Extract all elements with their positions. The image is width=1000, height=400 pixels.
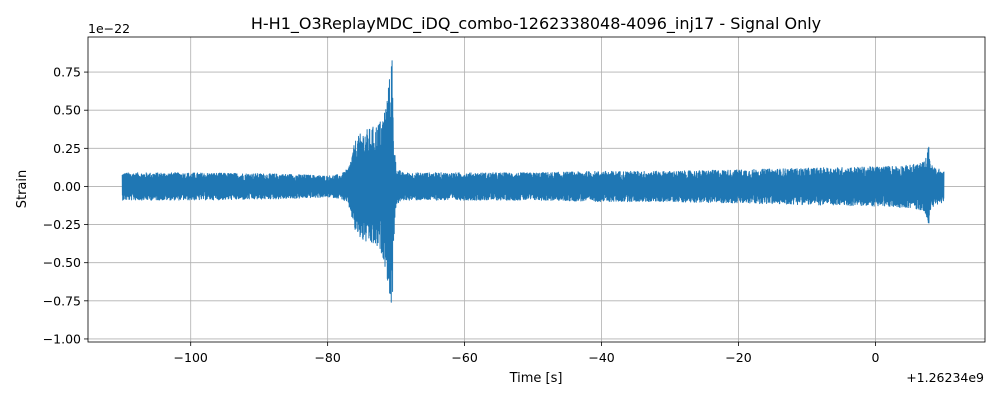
y-tick-label: 0.25 (53, 141, 81, 156)
y-tick-label: 0.75 (53, 65, 81, 80)
y-tick-label: −0.25 (43, 217, 81, 232)
y-tick-label: 0.50 (53, 103, 81, 118)
y-scale-label: 1e−22 (88, 21, 130, 36)
x-offset-label: +1.26234e9 (906, 370, 984, 385)
x-tick-label: −80 (314, 350, 340, 365)
x-tick-label: −100 (174, 350, 208, 365)
y-tick-label: −0.75 (43, 293, 81, 308)
axis-ticks: −100 −80 −60 −40 −20 0 −1.00 −0.75 −0.50 −0.25 0.0… (43, 65, 880, 365)
y-axis-label: Strain (15, 170, 30, 209)
x-axis-label: Time [s] (509, 371, 563, 386)
y-tick-label: −0.50 (43, 255, 81, 270)
x-tick-label: −60 (451, 350, 477, 365)
x-tick-label: −20 (725, 350, 751, 365)
plot-frame (87, 36, 986, 343)
x-tick-label: 0 (871, 350, 879, 365)
x-tick-label: −40 (588, 350, 614, 365)
y-tick-label: −1.00 (43, 331, 81, 346)
strain-series-line (121, 60, 945, 303)
y-tick-label: 0.00 (53, 179, 81, 194)
chart-title: H-H1_O3ReplayMDC_iDQ_combo-1262338048-40… (251, 14, 821, 34)
